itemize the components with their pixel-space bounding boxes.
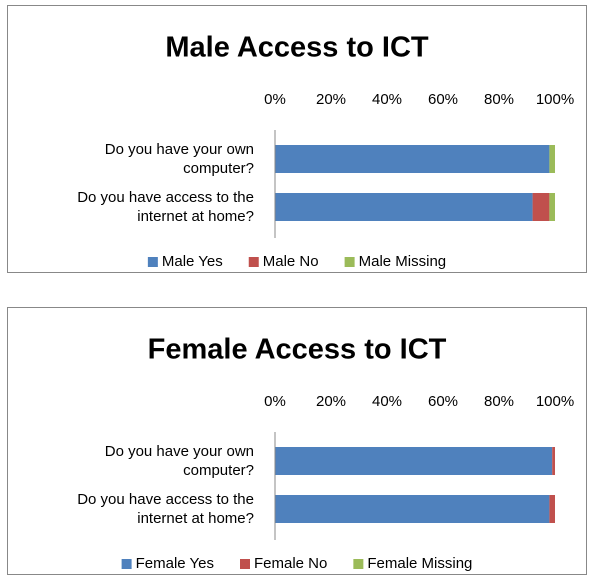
x-tick-label: 40% [372,393,402,410]
bar-segment [552,447,555,475]
legend-swatch [240,559,250,569]
legend-label: Male Yes [162,253,223,270]
bar-segment [275,193,533,221]
x-tick-label: 80% [484,91,514,108]
x-tick-label: 100% [536,393,574,410]
category-label: Do you have access to the internet at ho… [77,189,254,225]
legend-label: Female Missing [367,555,472,572]
chart-frame [7,307,587,575]
legend-label: Male No [263,253,319,270]
legend-label: Female Yes [136,555,214,572]
chart-frame [7,5,587,273]
bar-segment [275,495,550,523]
legend-swatch [353,559,364,569]
legend-swatch [147,257,158,267]
x-tick-label: 0% [264,393,286,410]
x-tick-label: 20% [316,393,346,410]
x-tick-label: 20% [316,91,346,108]
legend-label: Male Missing [359,253,447,270]
category-label: Do you have access to the internet at ho… [77,491,254,527]
bar-segment [549,495,555,523]
bar-segment [532,193,550,221]
category-label: Do you have your own computer? [104,141,254,177]
legend-swatch [344,257,355,267]
bar-segment [549,193,555,221]
category-label: Do you have your own computer? [104,443,254,479]
x-tick-label: 100% [536,91,574,108]
bar-segment [275,145,550,173]
x-tick-label: 60% [428,393,458,410]
legend-swatch [248,257,259,267]
bar-segment [275,447,553,475]
legend-swatch [121,559,132,569]
chart-title: Female Access to ICT [148,334,447,366]
chart-title: Male Access to ICT [165,32,429,64]
legend-label: Female No [254,555,327,572]
x-tick-label: 60% [428,91,458,108]
x-tick-label: 0% [264,91,286,108]
x-tick-label: 80% [484,393,514,410]
x-tick-label: 40% [372,91,402,108]
bar-segment [549,145,555,173]
